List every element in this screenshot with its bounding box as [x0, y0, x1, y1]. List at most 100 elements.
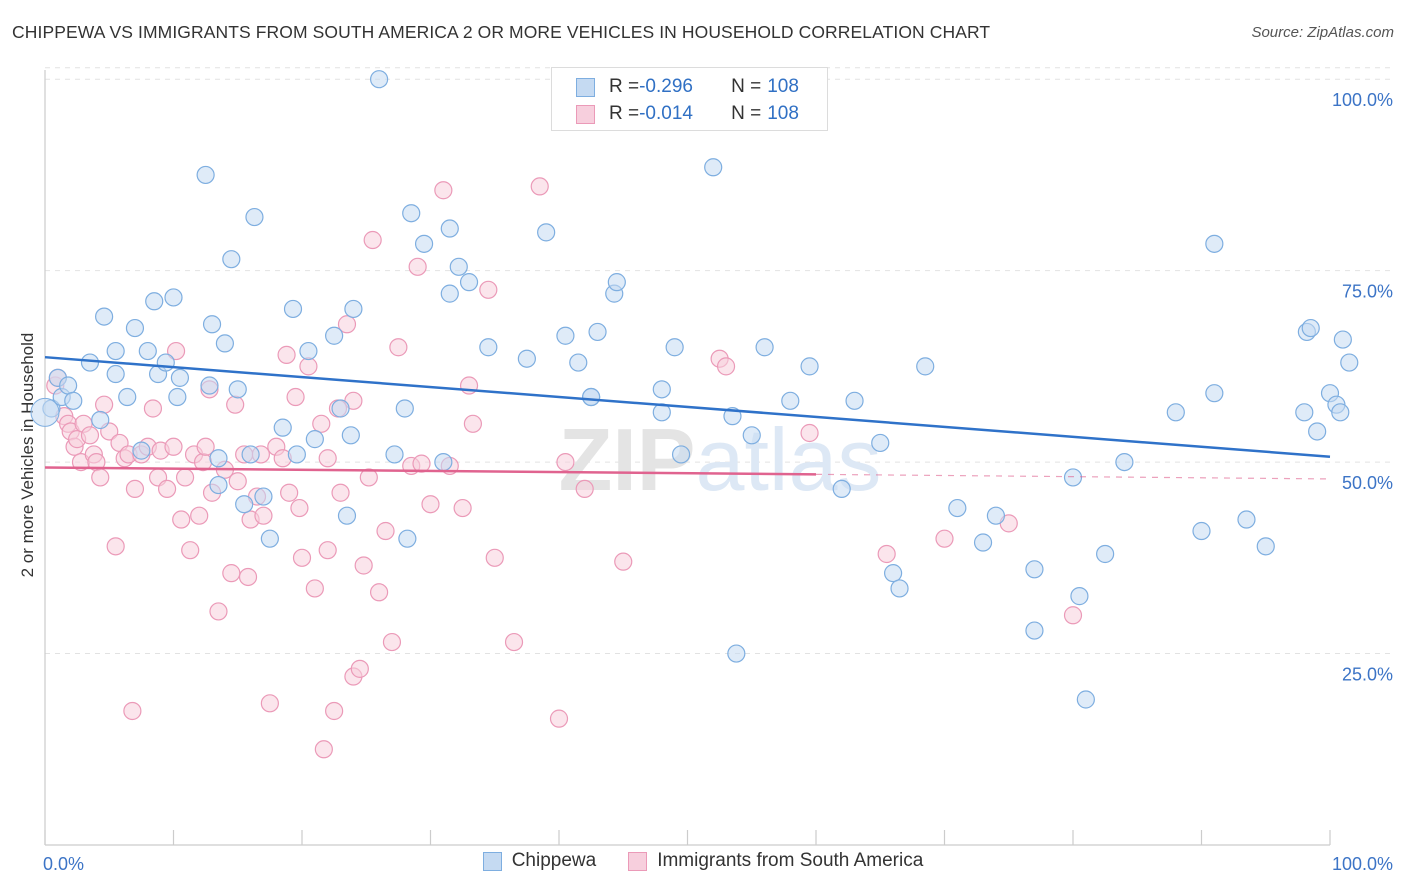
chippewa-point [1256, 537, 1275, 556]
chippewa-point [331, 399, 350, 418]
immigrants-point [190, 506, 209, 525]
immigrants-point [350, 659, 369, 678]
r-label: R = [609, 103, 640, 124]
chippewa-point [299, 341, 318, 361]
chippewa-point [832, 479, 851, 499]
y-tick-label: 75.0% [1342, 282, 1393, 302]
n-value: 108 [767, 103, 799, 124]
immigrants-point [318, 449, 337, 468]
chippewa-point [273, 418, 292, 437]
chippewa-point [883, 564, 903, 583]
y-tick-label: 25.0% [1342, 665, 1393, 685]
immigrants-point [143, 399, 163, 418]
immigrants-point [106, 537, 125, 556]
immigrants-point [337, 315, 357, 334]
immigrants-point [280, 483, 299, 502]
legend-row-immigrants: R = -0.014 N = 108 [552, 101, 799, 127]
chippewa-point [537, 223, 556, 242]
chippewa-point [200, 376, 219, 395]
chippewa-point [517, 349, 536, 368]
immigrants-point [305, 579, 324, 598]
chippewa-point [156, 353, 175, 372]
correlation-legend: R = -0.296 N = 108 R = -0.014 N = 108 [551, 67, 828, 131]
immigrants-point [196, 437, 215, 456]
chippewa-point [95, 307, 114, 326]
chippewa-point [30, 397, 60, 427]
immigrants-point [716, 357, 736, 376]
n-label: N = [731, 103, 762, 124]
chippewa-point [395, 399, 414, 418]
chippewa-point [1308, 422, 1327, 441]
legend-row-chippewa: R = -0.296 N = 108 [552, 74, 799, 100]
r-value: -0.014 [639, 103, 693, 124]
immigrants-point [226, 395, 245, 414]
immigrants-point [485, 548, 504, 567]
chippewa-point [755, 338, 774, 357]
chippewa-point [652, 380, 671, 399]
chippewa-point [64, 391, 83, 410]
immigrants-point [260, 694, 279, 713]
immigrants-point [877, 544, 896, 564]
chippewa-point [948, 498, 967, 518]
chippewa-point [337, 506, 357, 525]
x-tick-label: 100.0% [1332, 854, 1393, 874]
chippewa-point [344, 299, 363, 319]
chippewa-point [459, 273, 479, 292]
chippewa-point [209, 449, 228, 468]
chippewa-point [385, 445, 404, 464]
immigrants-point [453, 498, 472, 518]
immigrants-point [530, 177, 549, 196]
watermark: ZIPatlas [559, 410, 882, 509]
immigrants-point [408, 257, 427, 276]
immigrants-point [314, 740, 333, 759]
immigrants-trend-line [44, 466, 817, 476]
chippewa-point [973, 533, 993, 552]
immigrants-point [312, 414, 331, 433]
chippewa-point [440, 219, 459, 238]
immigrants-point [325, 701, 344, 721]
chippewa-point [132, 441, 151, 460]
immigrants-point [331, 483, 350, 502]
chippewa-point [727, 644, 746, 663]
immigrants-point [370, 583, 389, 602]
legend-item-immigrants[interactable]: Immigrants from South America [628, 850, 923, 872]
chippewa-point [434, 453, 453, 472]
legend-label: Immigrants from South America [657, 850, 924, 871]
chippewa-point [1295, 403, 1314, 422]
immigrants-point [376, 521, 395, 541]
series-legend: Chippewa Immigrants from South America [0, 850, 1406, 872]
immigrants-point [172, 510, 191, 529]
legend-item-chippewa[interactable]: Chippewa [482, 850, 597, 872]
chippewa-point [402, 204, 421, 223]
immigrants-point [80, 426, 100, 445]
immigrants-point [354, 556, 373, 575]
legend-label: Chippewa [511, 850, 597, 871]
chippewa-point [1192, 521, 1211, 541]
immigrants-point [463, 414, 483, 433]
chippewa-point [986, 506, 1006, 525]
chippewa-point [665, 338, 684, 357]
immigrants-swatch [576, 104, 595, 124]
chippewa-point [125, 318, 145, 338]
chippewa-point [1166, 403, 1185, 422]
chart-title: CHIPPEWA VS IMMIGRANTS FROM SOUTH AMERIC… [12, 22, 991, 42]
immigrants-point [91, 468, 110, 487]
immigrants-point [123, 701, 142, 721]
chippewa-point [325, 326, 344, 345]
immigrants-point [412, 454, 431, 473]
chippewa-point [235, 495, 254, 514]
chippewa-point [145, 292, 164, 311]
trend-lines [44, 355, 1331, 480]
immigrants-point [95, 395, 114, 414]
immigrants-point [299, 357, 318, 376]
chippewa-point [398, 529, 417, 548]
chippewa-swatch [576, 77, 595, 97]
chippewa-point [222, 250, 241, 269]
immigrants-point [318, 541, 337, 560]
chippewa-point [91, 410, 110, 430]
chippewa-point [414, 234, 434, 253]
immigrants-point [157, 479, 177, 499]
chippewa-point [245, 207, 264, 227]
immigrants-point [290, 498, 309, 518]
